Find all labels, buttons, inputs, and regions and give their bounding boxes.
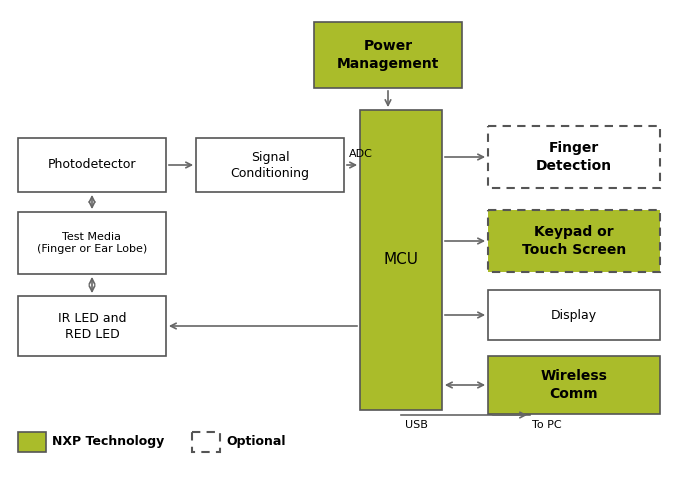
Bar	[18, 432, 46, 452]
Bar	[18, 138, 166, 192]
Text: NXP Technology: NXP Technology	[52, 435, 164, 448]
Bar	[360, 110, 442, 410]
Bar	[314, 22, 462, 88]
Bar	[196, 138, 344, 192]
Bar	[488, 290, 660, 340]
Bar	[488, 210, 660, 272]
Text: IR LED and
RED LED: IR LED and RED LED	[58, 312, 126, 340]
Bar	[18, 296, 166, 356]
Text: USB: USB	[405, 420, 428, 430]
Text: ADC: ADC	[349, 149, 373, 159]
Text: Display: Display	[551, 309, 597, 322]
Bar	[488, 356, 660, 414]
Text: Wireless
Comm: Wireless Comm	[541, 369, 607, 401]
Text: Keypad or
Touch Screen: Keypad or Touch Screen	[522, 225, 626, 257]
Text: MCU: MCU	[383, 252, 418, 267]
Text: Optional: Optional	[226, 435, 286, 448]
Text: Test Media
(Finger or Ear Lobe): Test Media (Finger or Ear Lobe)	[37, 232, 147, 254]
Text: To PC: To PC	[532, 420, 562, 430]
Bar	[192, 432, 220, 452]
Text: Finger
Detection: Finger Detection	[536, 141, 612, 173]
Text: Signal
Conditioning: Signal Conditioning	[231, 151, 310, 180]
Text: Photodetector: Photodetector	[48, 158, 136, 171]
Bar	[18, 212, 166, 274]
Bar	[488, 126, 660, 188]
Text: Power
Management: Power Management	[337, 39, 439, 71]
